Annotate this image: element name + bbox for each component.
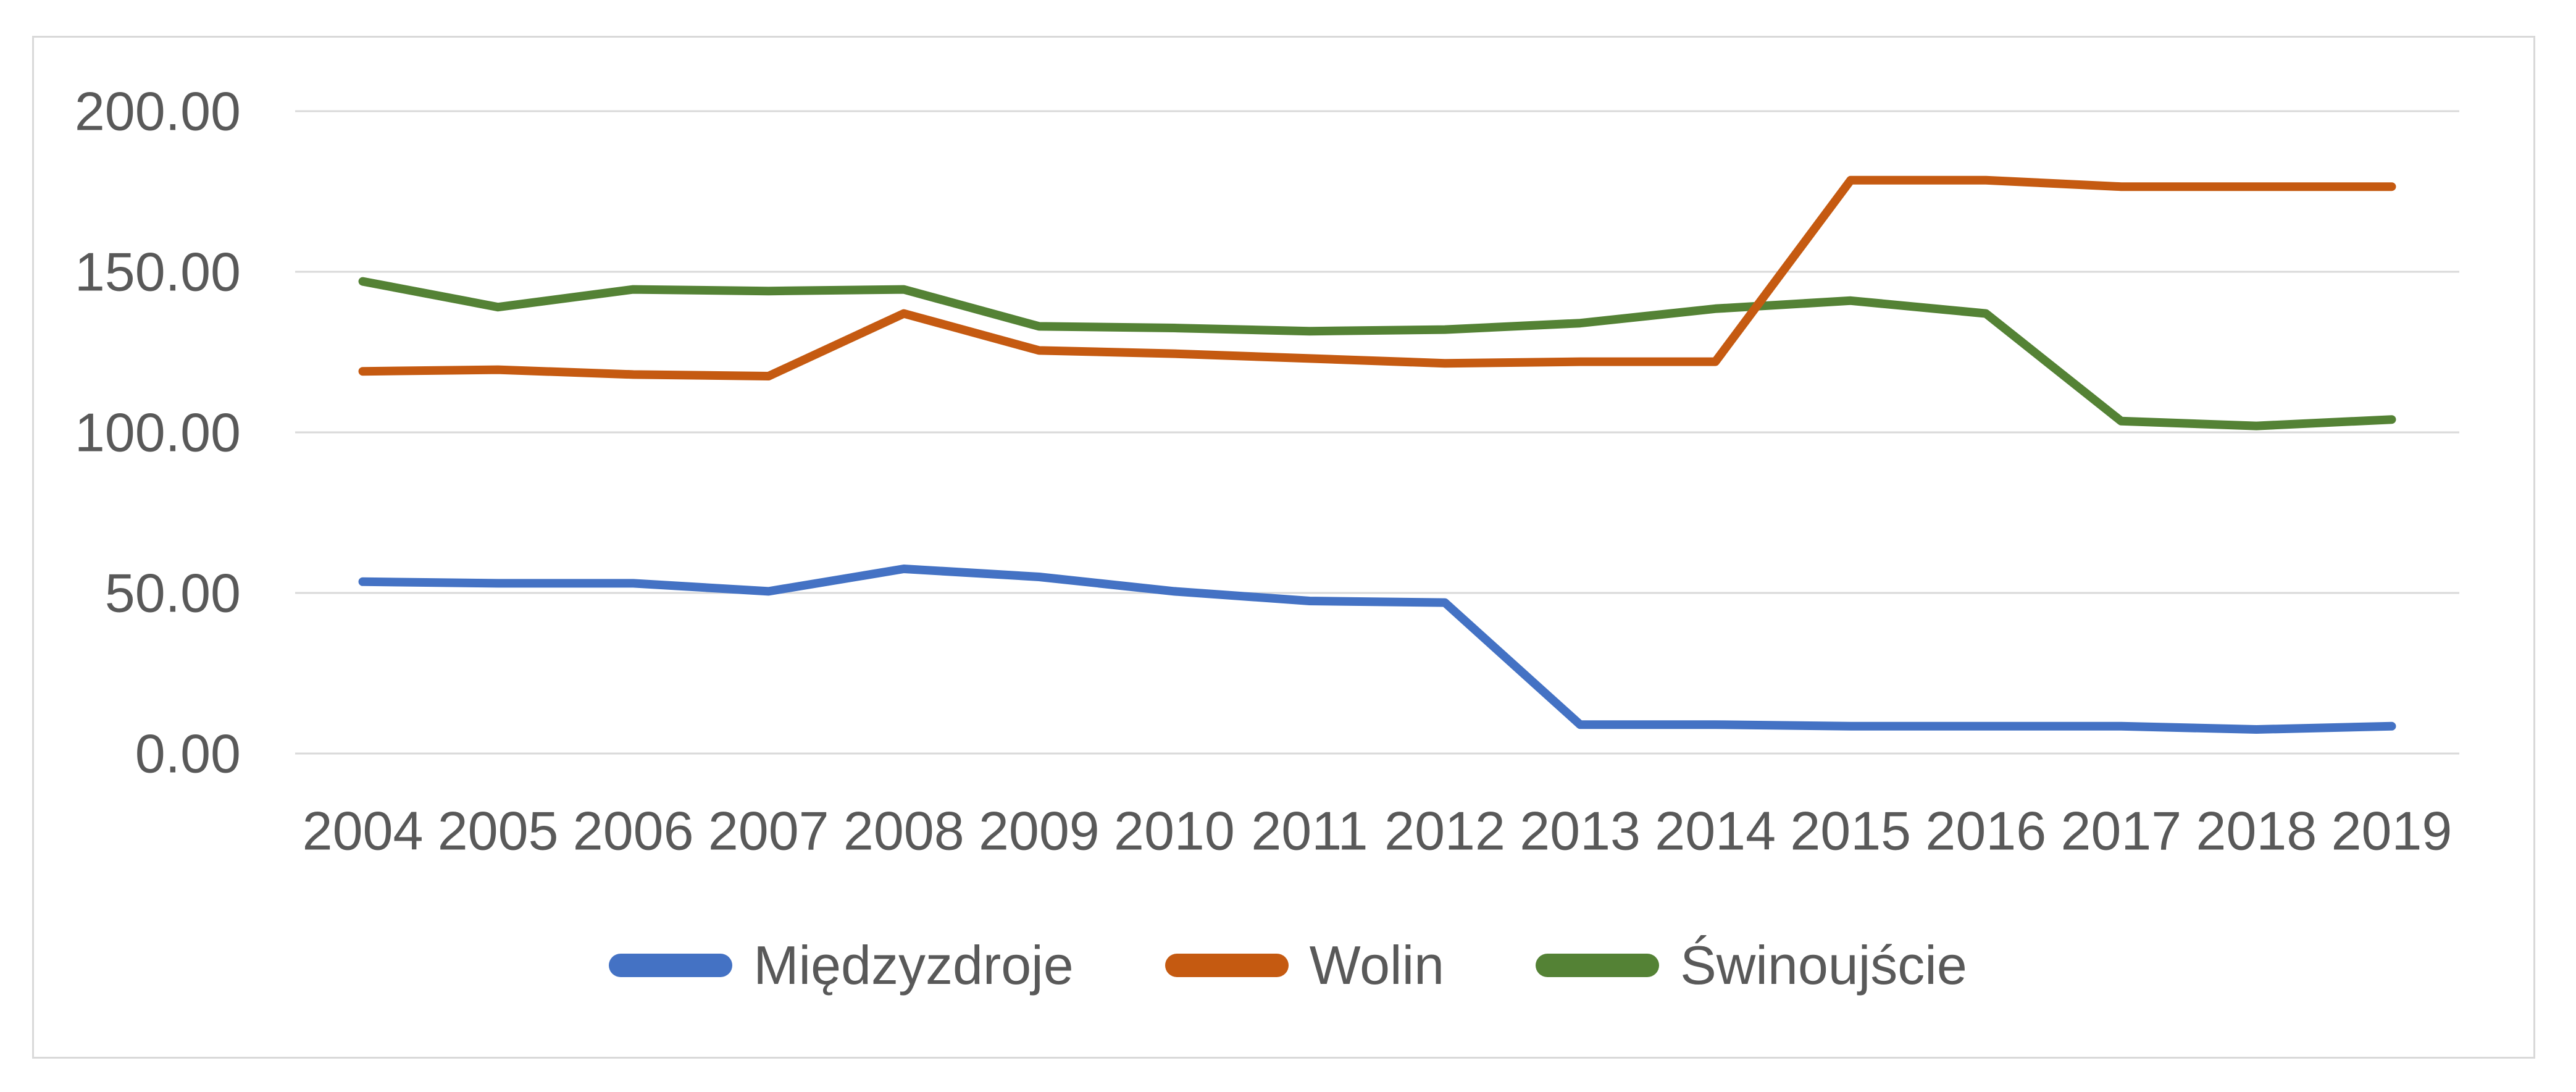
x-axis-label: 2005 [438,800,559,862]
legend-label-swinoujscie: Świnoujście [1680,934,1967,996]
legend-item-swinoujscie: Świnoujście [1536,938,1967,993]
x-axis-label: 2006 [573,800,694,862]
series-line-swinoujscie [358,277,2396,430]
x-axis-label: 2008 [843,800,964,862]
x-axis-label: 2007 [708,800,829,862]
x-axis-label: 2012 [1384,800,1505,862]
legend-item-wolin: Wolin [1165,938,1444,993]
x-axis-label: 2014 [1655,800,1776,862]
y-axis-label: 50.00 [105,563,241,624]
legend: Międzyzdroje Wolin Świnoujście [0,930,2576,1001]
x-axis-label: 2009 [979,800,1100,862]
x-axis-label: 2017 [2060,800,2181,862]
x-axis-label: 2010 [1114,800,1235,862]
chart-border-frame [32,36,2535,1059]
legend-label-miedzyzdroje: Międzyzdroje [753,934,1074,996]
x-axis-label: 2004 [303,800,424,862]
y-axis-label: 150.00 [75,242,241,303]
series-line-miedzyzdroje [358,565,2396,734]
legend-item-miedzyzdroje: Międzyzdroje [609,934,1074,996]
legend-swatch-wolin [1165,953,1289,977]
x-axis-label: 2015 [1790,800,1911,862]
y-axis-label: 100.00 [75,402,241,463]
x-axis-label: 2016 [1925,800,2046,862]
y-axis-label: 200.00 [75,81,241,142]
legend-swatch-miedzyzdroje [609,953,733,977]
x-axis-label: 2018 [2196,800,2317,862]
series-line-wolin [358,175,2396,380]
x-axis-label: 2011 [1251,800,1368,862]
x-axis-label: 2019 [2331,800,2453,862]
x-axis-label: 2013 [1520,800,1641,862]
legend-swatch-swinoujscie [1536,953,1660,977]
y-axis-label: 0.00 [135,723,241,784]
legend-label-wolin: Wolin [1309,934,1445,996]
